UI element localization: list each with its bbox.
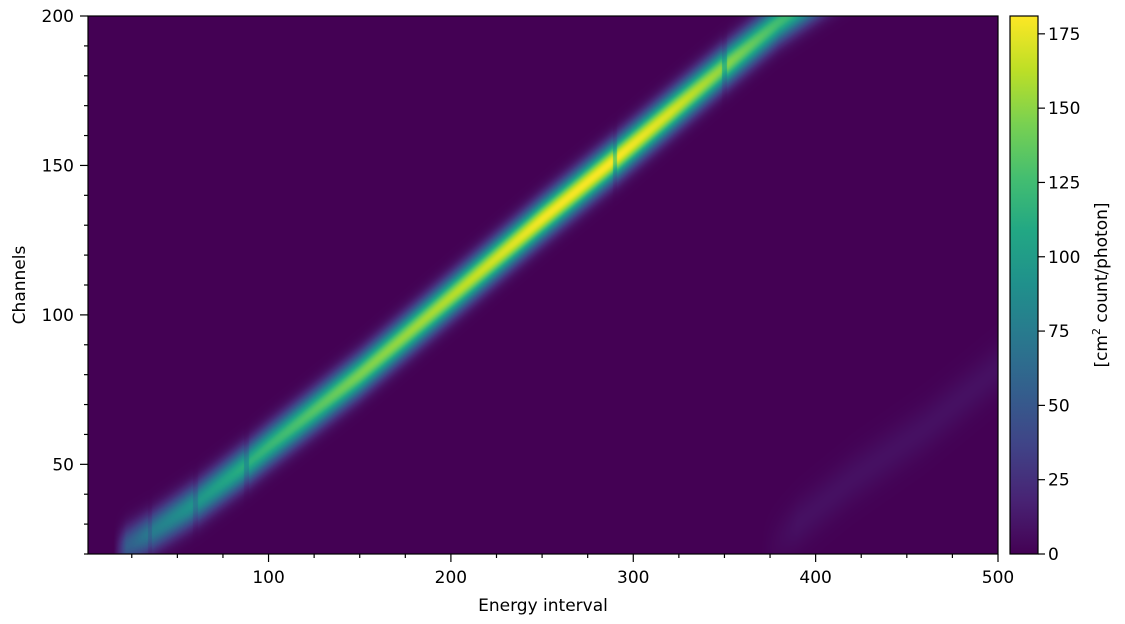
colorbar-tick-label: 50 — [1048, 396, 1070, 416]
colorbar-tick-label: 175 — [1048, 25, 1080, 45]
x-axis: 100 200 300 400 500 — [131, 554, 1014, 588]
y-tick-label: 100 — [42, 306, 74, 326]
colorbar-gradient — [1010, 16, 1038, 554]
x-tick-label: 300 — [617, 568, 649, 588]
colorbar-tick-label: 25 — [1048, 471, 1070, 491]
y-tick-label: 50 — [52, 455, 74, 475]
y-axis: 50 100 150 200 — [42, 7, 88, 555]
x-axis-title: Energy interval — [478, 596, 608, 616]
y-axis-title: Channels — [10, 246, 30, 325]
x-tick-label: 400 — [799, 568, 831, 588]
colorbar-tick-label: 75 — [1048, 322, 1070, 342]
colorbar-ticks: 0 25 50 75 100 125 150 175 — [1038, 25, 1080, 565]
heatmap-image — [88, 16, 998, 554]
y-tick-label: 200 — [42, 7, 74, 27]
colorbar-tick-label: 0 — [1048, 545, 1059, 565]
colorbar-title-superscript: 2 — [1090, 328, 1103, 335]
x-tick-label: 100 — [252, 568, 284, 588]
colorbar: 0 25 50 75 100 125 150 175 [cm2 count/photon] — [1009, 15, 1112, 565]
colorbar-title-suffix: count/photon] — [1092, 202, 1112, 328]
plot-area — [87, 15, 999, 555]
colorbar-tick-label: 125 — [1048, 173, 1080, 193]
x-tick-label: 200 — [435, 568, 467, 588]
colorbar-frame — [1009, 15, 1039, 555]
colorbar-tick-label: 100 — [1048, 248, 1080, 268]
colorbar-title: [cm2 count/photon] — [1090, 202, 1112, 367]
x-tick-label: 500 — [982, 568, 1014, 588]
y-tick-label: 150 — [42, 156, 74, 176]
colorbar-tick-label: 150 — [1048, 99, 1080, 119]
colorbar-title-prefix: [cm — [1092, 335, 1112, 368]
